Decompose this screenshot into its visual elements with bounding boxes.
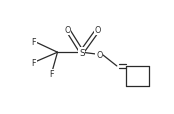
Text: F: F	[32, 37, 36, 46]
Text: O: O	[96, 51, 102, 59]
Text: F: F	[49, 70, 54, 79]
Text: O: O	[95, 26, 101, 35]
Text: F: F	[32, 58, 36, 67]
Text: S: S	[79, 48, 85, 57]
Text: O: O	[64, 26, 71, 35]
